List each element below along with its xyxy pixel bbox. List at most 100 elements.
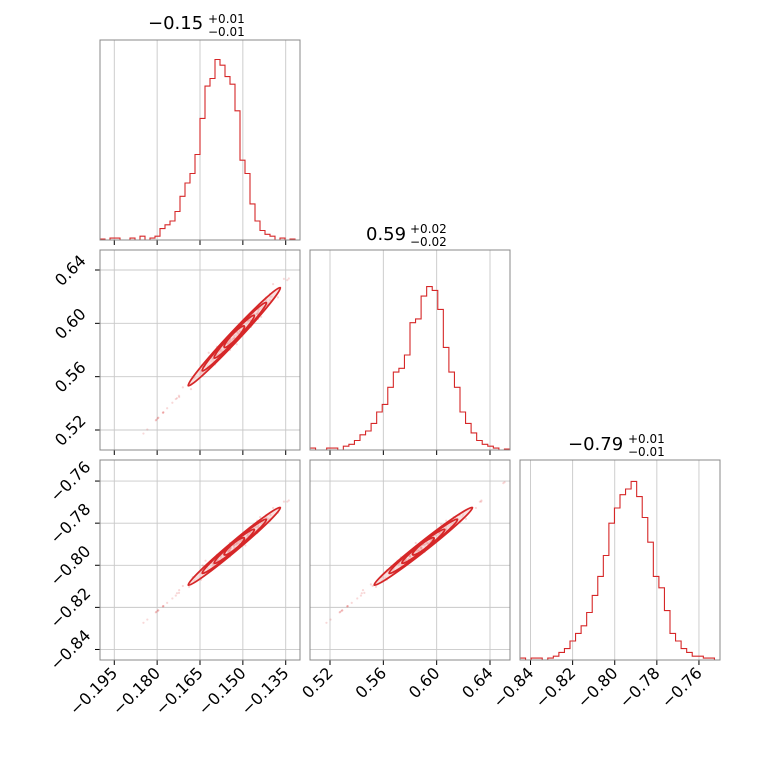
contour-fill — [188, 507, 281, 586]
y-tick-label: −0.84 — [46, 626, 94, 674]
x-tick-label: −0.76 — [658, 663, 706, 711]
title-param1: −0.15 +0.01 −0.01 — [148, 12, 245, 39]
scatter-point — [287, 277, 290, 280]
title-param2-value: 0.59 — [366, 224, 406, 245]
scatter-point — [276, 296, 280, 299]
scatter-point — [439, 523, 443, 526]
x-tick-label: −0.135 — [237, 663, 292, 718]
scatter-point — [445, 519, 448, 522]
scatter-point — [502, 482, 505, 485]
y-tick-label: 0.56 — [51, 358, 90, 397]
scatter-point — [171, 401, 174, 404]
x-tick-label: −0.84 — [489, 663, 537, 711]
x-tick-label: 0.60 — [405, 663, 444, 702]
panel-frame — [99, 249, 301, 451]
panel-2-2 — [309, 249, 511, 455]
y-tick-label: 0.60 — [51, 304, 90, 343]
scatter-point — [187, 585, 191, 588]
scatter-point — [201, 564, 204, 567]
panel-3-2 — [309, 459, 511, 665]
scatter-point — [156, 610, 159, 613]
scatter-point — [480, 500, 483, 503]
panel-3-1 — [95, 459, 301, 665]
scatter-point — [503, 481, 506, 484]
panel-frame — [99, 459, 301, 661]
scatter-point — [161, 411, 164, 414]
panels — [95, 39, 721, 665]
scatter-point — [350, 601, 353, 604]
scatter-point — [157, 609, 160, 612]
scatter-point — [338, 611, 341, 614]
y-tick-label: −0.80 — [46, 542, 94, 590]
scatter-point — [157, 609, 160, 612]
scatter-point — [474, 506, 477, 510]
scatter-point — [175, 592, 179, 595]
scatter-point — [286, 500, 289, 503]
y-tick-label: −0.78 — [46, 499, 94, 547]
x-tick-label: 0.52 — [298, 663, 337, 702]
scatter-point — [174, 397, 177, 401]
tick-labels: −0.195−0.180−0.165−0.150−0.135 0.52 0.56 0.… — [46, 251, 705, 719]
contour-level — [411, 536, 436, 556]
scatter-point — [259, 516, 262, 519]
scatter-point — [178, 395, 181, 399]
scatter-point — [359, 594, 363, 597]
panel-frame — [99, 39, 301, 241]
scatter-point — [162, 411, 165, 414]
scatter-point — [272, 506, 275, 510]
scatter-point — [157, 416, 160, 419]
scatter-point — [282, 500, 286, 503]
title-param1-value: −0.15 — [148, 13, 203, 34]
x-tick-label: 0.56 — [352, 663, 391, 702]
scatter-point — [341, 609, 344, 612]
panel-frame — [309, 459, 511, 661]
scatter-point — [287, 499, 290, 502]
scatter-point — [260, 315, 263, 318]
x-tick-label: −0.80 — [573, 663, 621, 711]
panel-2-1 — [95, 249, 301, 455]
scatter-point — [162, 604, 165, 608]
panel-1-1 — [99, 39, 301, 245]
scatter-point — [374, 585, 378, 588]
scatter-point — [154, 611, 157, 614]
scatter-point — [177, 394, 181, 397]
scatter-point — [157, 416, 160, 419]
scatter-point — [204, 559, 207, 562]
scatter-point — [155, 418, 158, 422]
scatter-point — [329, 618, 332, 621]
x-tick-label: −0.82 — [531, 663, 579, 711]
contour-fill — [188, 287, 281, 386]
scatter-point — [162, 604, 165, 608]
title-param1-plus: +0.01 — [208, 12, 245, 26]
histogram-2 — [310, 286, 510, 451]
scatter-point — [341, 609, 344, 612]
panel-3-3 — [519, 459, 721, 665]
scatter-point — [282, 277, 286, 280]
scatter-point — [340, 610, 343, 613]
scatter-point — [346, 604, 349, 608]
title-param2-plus: +0.02 — [410, 222, 447, 236]
scatter-point — [356, 597, 359, 600]
scatter-point — [363, 591, 366, 594]
histogram-3 — [520, 480, 720, 661]
y-tick-label: −0.76 — [46, 457, 94, 505]
title-param3-plus: +0.01 — [628, 432, 665, 446]
contour-fill — [374, 507, 473, 586]
y-tick-label: 0.52 — [51, 411, 90, 450]
scatter-point — [272, 283, 275, 286]
scatter-point — [178, 589, 181, 592]
scatter-point — [346, 605, 349, 608]
title-param1-minus: −0.01 — [208, 25, 245, 39]
scatter-point — [189, 388, 193, 391]
scatter-point — [286, 279, 289, 282]
title-param3-minus: −0.01 — [628, 445, 665, 459]
scatter-point — [166, 407, 169, 410]
scatter-point — [162, 411, 165, 414]
panel-frame — [519, 459, 721, 661]
scatter-point — [480, 499, 483, 502]
title-param2-minus: −0.02 — [410, 235, 447, 249]
scatter-point — [142, 432, 145, 435]
scatter-point — [414, 541, 417, 545]
title-param2: 0.59 +0.02 −0.02 — [366, 222, 447, 249]
